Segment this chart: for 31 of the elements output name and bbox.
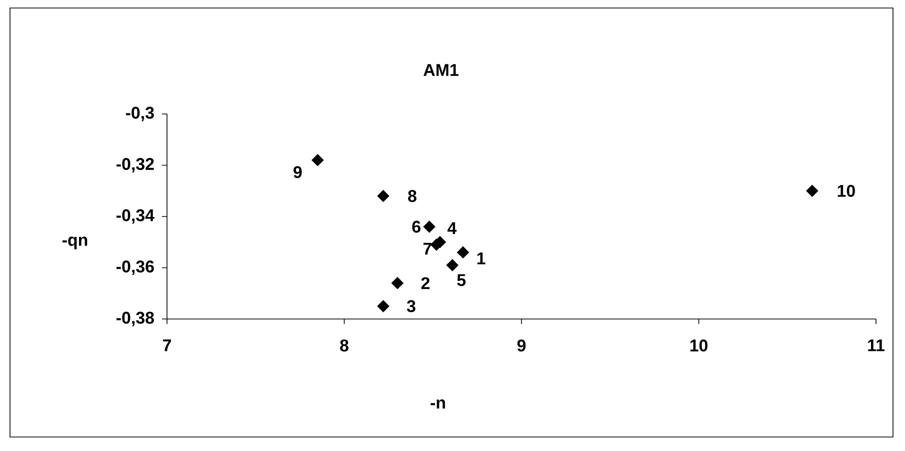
x-tick-label: 11 [868, 340, 884, 352]
point [312, 154, 324, 166]
annotation: 1 [477, 252, 486, 264]
point [806, 184, 818, 197]
y-tick-label: -0,34 [116, 209, 154, 224]
annotation: 3 [406, 300, 416, 312]
annotation: 7 [423, 242, 432, 254]
chart-title: AM1 [424, 64, 458, 76]
y-axis-title: -qn [62, 236, 88, 250]
point [377, 190, 390, 202]
x-tick-label: 10 [690, 340, 708, 352]
point [391, 276, 404, 290]
y-tick-label: -0,38 [116, 312, 154, 326]
point [446, 259, 459, 272]
annotation: 10 [838, 184, 855, 197]
y-tick-label: -0,3 [126, 106, 154, 122]
x-axis-title: -n [430, 399, 445, 409]
annotation: 9 [294, 166, 302, 178]
annotation: 2 [421, 277, 430, 290]
y-tick-label: -0,32 [116, 158, 154, 172]
x-tick-label: 7 [163, 340, 171, 352]
point [377, 300, 390, 312]
x-tick-label: 8 [340, 340, 348, 352]
annotation: 4 [448, 222, 457, 234]
y-tick-label: -0,36 [116, 260, 154, 275]
annotation: 8 [408, 190, 416, 202]
annotation: 6 [412, 220, 420, 233]
x-tick-label: 9 [517, 340, 526, 352]
point [456, 246, 470, 258]
annotation: 5 [457, 274, 466, 286]
point [423, 220, 436, 233]
